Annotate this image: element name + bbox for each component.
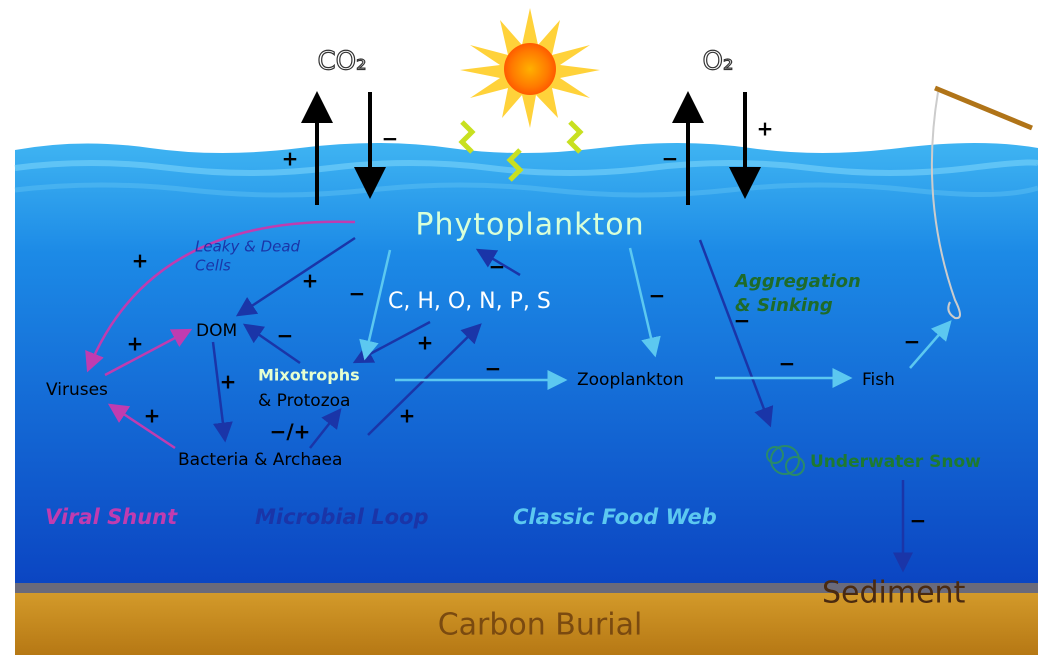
leaky-cells-label: Cells — [195, 257, 231, 275]
aggregation-label: Aggregation — [733, 271, 861, 292]
elements-label: C, H, O, N, P, S — [388, 289, 551, 314]
edge-sign: − — [277, 324, 294, 348]
sun — [460, 8, 600, 128]
edge-sign: − — [485, 357, 502, 381]
zooplankton-label: Zooplankton — [577, 370, 684, 390]
edge-sign: + — [302, 269, 319, 293]
edge-sign: − — [349, 282, 366, 306]
edge-sign: + — [399, 404, 416, 428]
edge-sign: + — [127, 332, 144, 356]
edge-sign: + — [220, 370, 237, 394]
edge-sign: − — [779, 352, 796, 376]
edge-sign: − — [649, 284, 666, 308]
microbial-loop-label: Microbial Loop — [255, 505, 429, 529]
edge-sign: − — [904, 330, 921, 354]
edge-sign: + — [282, 147, 299, 171]
viral-shunt-label: Viral Shunt — [45, 505, 178, 529]
co2-label: CO₂ — [317, 47, 366, 77]
dom-label: DOM — [196, 321, 237, 341]
edge-sign: − — [382, 127, 399, 151]
edge-sign: + — [417, 331, 434, 355]
edge-sign: − — [662, 147, 679, 171]
protozoa-label: & Protozoa — [258, 391, 350, 411]
food-web-label: Classic Food Web — [513, 505, 717, 529]
diagram: CO₂ O₂ Phytoplankton Leaky & Dead Cells — [0, 0, 1038, 655]
edge-sign: − — [910, 509, 927, 533]
edge-sign: + — [144, 404, 161, 428]
edge-sign: −/+ — [270, 420, 311, 444]
o2-label: O₂ — [703, 47, 734, 77]
edge-sign: − — [734, 309, 751, 333]
edge-sign: + — [132, 249, 149, 273]
edge-sign: − — [489, 255, 506, 279]
snow-label: Underwater Snow — [810, 452, 981, 472]
viruses-label: Viruses — [46, 380, 108, 400]
bacteria-label: Bacteria & Archaea — [178, 450, 342, 470]
edge-sign: + — [757, 117, 774, 141]
fish-label: Fish — [862, 370, 895, 390]
mixotrophs-label: Mixotrophs — [258, 366, 360, 385]
phytoplankton-label: Phytoplankton — [415, 208, 644, 243]
carbon-burial-label: Carbon Burial — [438, 608, 643, 643]
leaky-cells-label: Leaky & Dead — [195, 238, 301, 256]
sediment-label: Sediment — [822, 576, 966, 611]
